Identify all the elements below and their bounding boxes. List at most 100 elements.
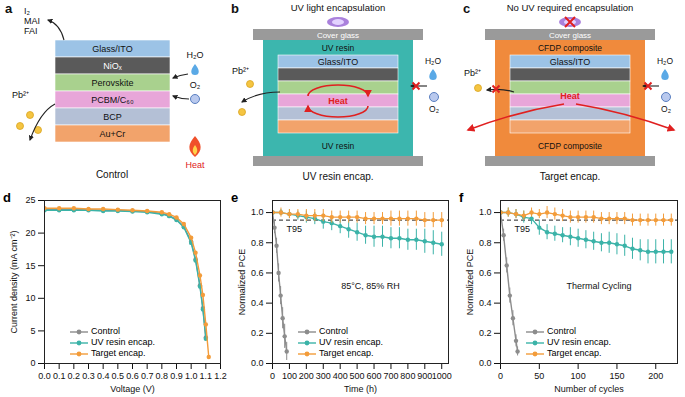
svg-text:0.4: 0.4 — [479, 298, 492, 308]
svg-text:0.3: 0.3 — [82, 371, 95, 381]
svg-text:H₂O: H₂O — [187, 50, 204, 60]
svg-text:0.8: 0.8 — [479, 238, 492, 248]
svg-text:5: 5 — [30, 326, 35, 336]
svg-text:Target encap.: Target encap. — [540, 171, 601, 182]
svg-text:UV resin: UV resin — [322, 43, 355, 53]
svg-text:1.2: 1.2 — [214, 371, 227, 381]
svg-text:CFDP composite: CFDP composite — [538, 43, 602, 53]
svg-text:0.4: 0.4 — [97, 371, 110, 381]
svg-text:H₂O: H₂O — [425, 56, 441, 66]
svg-text:20: 20 — [25, 228, 35, 238]
svg-text:0.6: 0.6 — [479, 268, 492, 278]
svg-text:b: b — [231, 1, 239, 16]
svg-text:Current density (mA cm⁻²): Current density (mA cm⁻²) — [9, 230, 19, 333]
svg-text:Glass/ITO: Glass/ITO — [550, 57, 590, 67]
svg-text:H₂O: H₂O — [657, 56, 673, 66]
svg-text:0.5: 0.5 — [112, 371, 125, 381]
svg-text:0.0: 0.0 — [479, 358, 492, 368]
svg-text:Number of cycles: Number of cycles — [554, 384, 624, 394]
svg-text:150: 150 — [609, 371, 624, 381]
svg-text:Thermal Cycling: Thermal Cycling — [566, 281, 631, 291]
svg-text:0.4: 0.4 — [251, 298, 264, 308]
svg-text:O₂: O₂ — [190, 80, 201, 90]
svg-text:T95: T95 — [287, 224, 303, 234]
svg-text:T95: T95 — [515, 224, 531, 234]
svg-text:UV resin: UV resin — [322, 141, 355, 151]
html-text:Control: Control — [91, 326, 120, 336]
svg-text:25: 25 — [25, 195, 35, 205]
svg-text:Heat: Heat — [560, 91, 580, 101]
html-text:UV resin encap.: UV resin encap. — [91, 337, 155, 347]
svg-text:400: 400 — [333, 371, 348, 381]
svg-text:Perovskite: Perovskite — [91, 78, 133, 88]
svg-text:FAI: FAI — [24, 26, 38, 36]
svg-text:Pb²⁺: Pb²⁺ — [232, 66, 249, 76]
svg-text:O₂: O₂ — [661, 104, 671, 114]
svg-text:50: 50 — [534, 371, 544, 381]
svg-text:0.9: 0.9 — [170, 371, 183, 381]
svg-text:100: 100 — [282, 371, 297, 381]
svg-text:0: 0 — [30, 358, 35, 368]
svg-text:1.0: 1.0 — [479, 207, 492, 217]
svg-text:0.2: 0.2 — [251, 328, 264, 338]
svg-text:900: 900 — [417, 371, 432, 381]
html-text:UV resin encap.: UV resin encap. — [319, 337, 383, 347]
svg-text:0.2: 0.2 — [479, 328, 492, 338]
svg-text:0.1: 0.1 — [53, 371, 66, 381]
svg-text:UV light encapsulation: UV light encapsulation — [291, 2, 386, 13]
svg-text:Glass/ITO: Glass/ITO — [318, 57, 358, 67]
svg-text:PCBM/C₆₀: PCBM/C₆₀ — [91, 95, 134, 105]
svg-text:Au+Cr: Au+Cr — [100, 129, 126, 139]
svg-text:Voltage (V): Voltage (V) — [110, 384, 155, 394]
svg-text:Cover glass: Cover glass — [317, 31, 359, 40]
svg-text:Pb²⁺: Pb²⁺ — [12, 90, 29, 100]
svg-text:85°C, 85% RH: 85°C, 85% RH — [341, 281, 400, 291]
svg-text:CFDP composite: CFDP composite — [538, 141, 602, 151]
svg-text:1.0: 1.0 — [185, 371, 198, 381]
svg-text:1.1: 1.1 — [200, 371, 213, 381]
svg-text:300: 300 — [316, 371, 331, 381]
svg-text:600: 600 — [367, 371, 382, 381]
svg-text:0.0: 0.0 — [38, 371, 51, 381]
svg-text:Control: Control — [96, 169, 128, 180]
svg-text:Heat: Heat — [185, 160, 205, 170]
svg-text:I₂: I₂ — [24, 6, 31, 16]
svg-text:BCP: BCP — [103, 112, 122, 122]
svg-text:800: 800 — [400, 371, 415, 381]
svg-text:1.0: 1.0 — [251, 207, 264, 217]
svg-text:Time (h): Time (h) — [344, 384, 377, 394]
svg-text:0.8: 0.8 — [156, 371, 169, 381]
svg-text:Pb²⁺: Pb²⁺ — [464, 68, 481, 78]
svg-text:0: 0 — [498, 371, 503, 381]
svg-text:500: 500 — [350, 371, 365, 381]
svg-text:200: 200 — [299, 371, 314, 381]
svg-text:0.8: 0.8 — [251, 238, 264, 248]
svg-text:0.0: 0.0 — [251, 358, 264, 368]
svg-text:100: 100 — [571, 371, 586, 381]
html-text:Target encap.: Target encap. — [319, 348, 374, 358]
svg-text:No UV required encapsulation: No UV required encapsulation — [507, 2, 634, 13]
svg-text:700: 700 — [383, 371, 398, 381]
svg-text:O₂: O₂ — [429, 104, 439, 114]
svg-text:Normalized PCE: Normalized PCE — [237, 249, 247, 316]
svg-text:UV resin encap.: UV resin encap. — [302, 171, 373, 182]
svg-text:0.2: 0.2 — [68, 371, 81, 381]
svg-text:0.7: 0.7 — [141, 371, 154, 381]
svg-text:0.6: 0.6 — [251, 268, 264, 278]
svg-text:MAI: MAI — [24, 16, 40, 26]
svg-text:Glass/ITO: Glass/ITO — [92, 44, 132, 54]
svg-text:Heat: Heat — [328, 96, 348, 106]
svg-text:a: a — [5, 1, 13, 16]
svg-text:Normalized PCE: Normalized PCE — [465, 249, 475, 316]
svg-text:15: 15 — [25, 261, 35, 271]
svg-text:10: 10 — [25, 293, 35, 303]
svg-text:0: 0 — [270, 371, 275, 381]
html-text:Target encap.: Target encap. — [91, 348, 146, 358]
svg-text:NiOₓ: NiOₓ — [103, 61, 121, 71]
svg-text:1000: 1000 — [432, 371, 452, 381]
svg-text:200: 200 — [648, 371, 663, 381]
svg-text:c: c — [463, 1, 470, 16]
svg-text:0.6: 0.6 — [126, 371, 139, 381]
svg-text:Cover glass: Cover glass — [549, 31, 591, 40]
html-text:Control: Control — [319, 326, 348, 336]
